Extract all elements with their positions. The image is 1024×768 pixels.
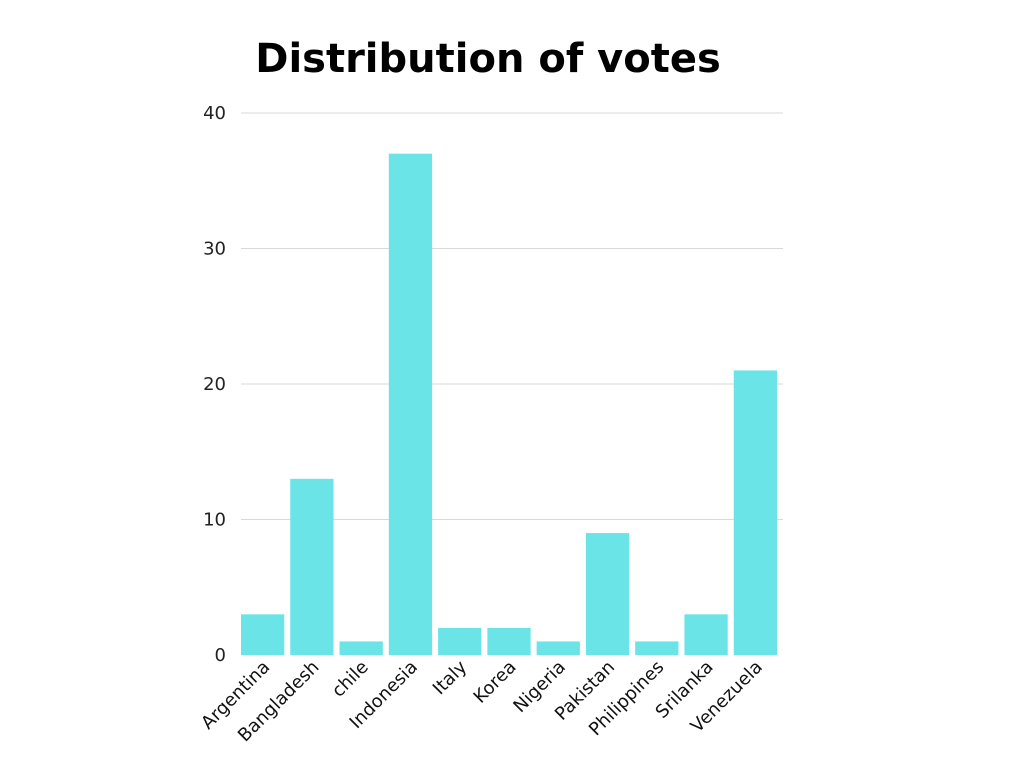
- bar-italy: [438, 627, 482, 655]
- bar-korea: [487, 627, 531, 655]
- y-tick-label: 30: [203, 239, 226, 260]
- bar-chile: [339, 641, 383, 655]
- x-tick-label-chile: chile: [328, 657, 373, 702]
- bar-srilanka: [684, 614, 728, 655]
- bar-philippines: [635, 641, 679, 655]
- gridlines: [241, 112, 783, 520]
- x-tick-label-italy: Italy: [429, 656, 472, 699]
- y-tick-label: 0: [215, 645, 226, 666]
- bar-argentina: [241, 614, 285, 655]
- chart-title: Distribution of votes: [255, 36, 721, 82]
- bar-bangladesh: [290, 478, 334, 655]
- bar-pakistan: [585, 533, 630, 655]
- y-axis-ticks: 0 10 20 30 40: [203, 103, 226, 666]
- bar-venezuela: [733, 370, 777, 655]
- y-tick-label: 40: [203, 103, 226, 124]
- bar-indonesia: [388, 153, 433, 655]
- y-tick-label: 20: [203, 374, 226, 395]
- y-tick-label: 10: [203, 510, 226, 531]
- bar-nigeria: [536, 641, 580, 655]
- bars: [241, 153, 777, 655]
